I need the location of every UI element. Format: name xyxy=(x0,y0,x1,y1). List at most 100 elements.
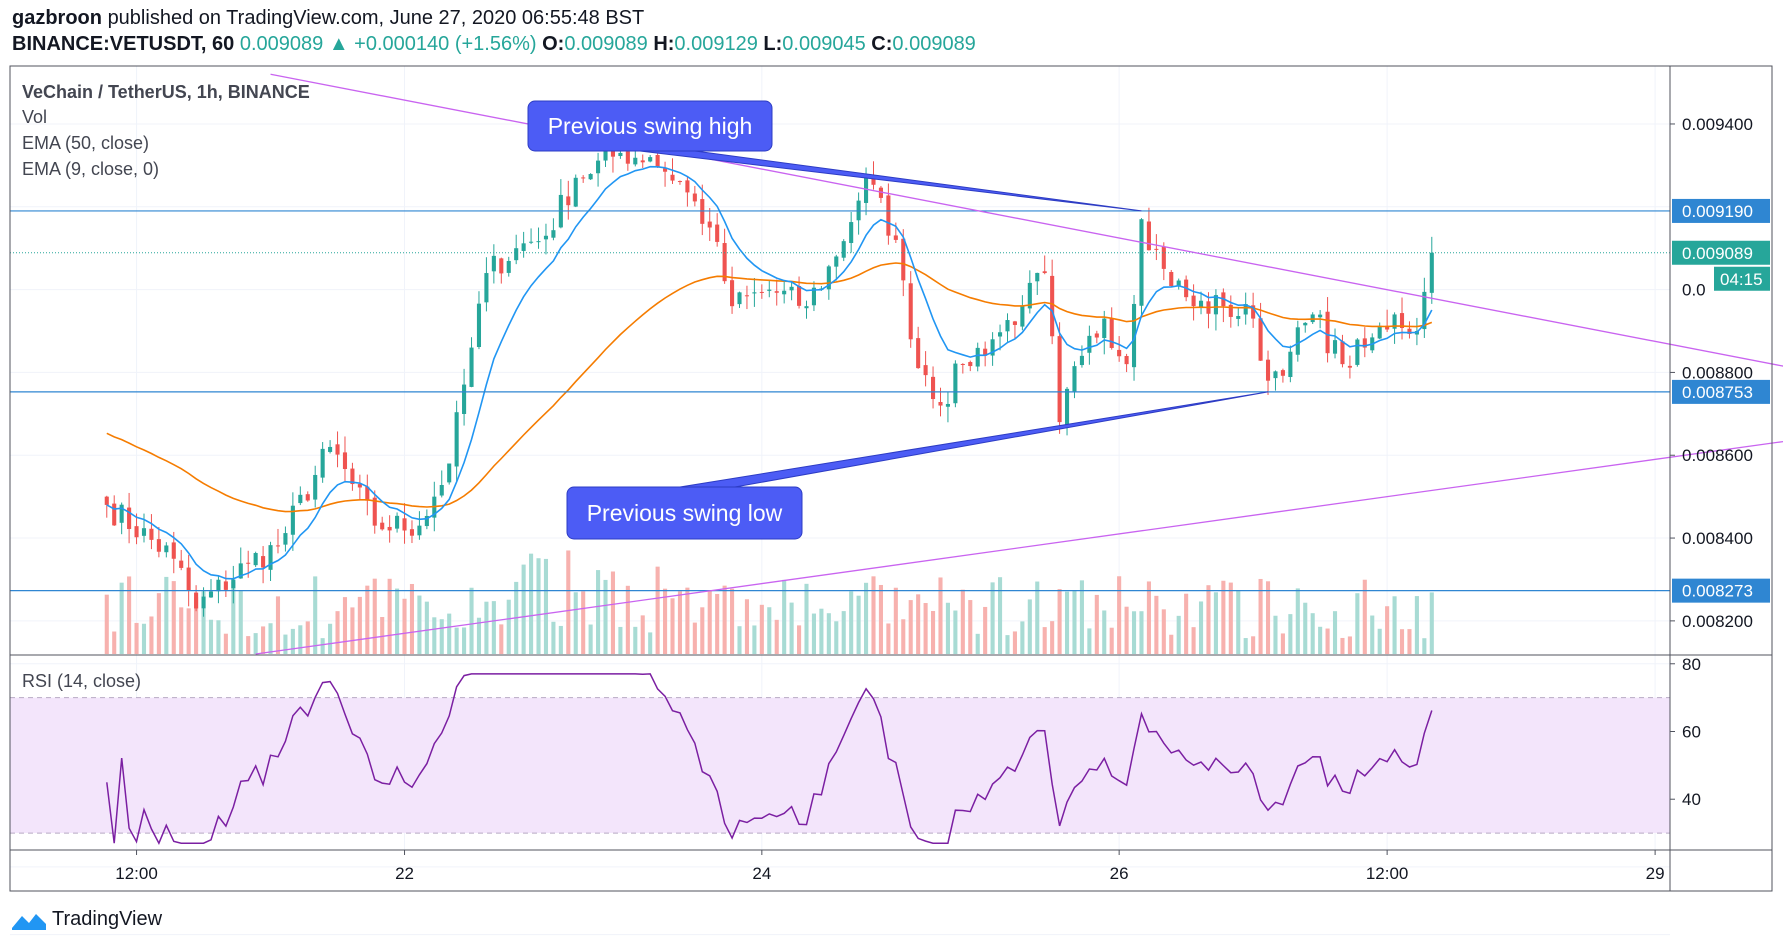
candle-body-84 xyxy=(730,280,735,307)
volume-bar-67 xyxy=(603,579,608,654)
candle-body-8 xyxy=(164,545,169,553)
up-arrow-icon: ▲ xyxy=(328,33,349,55)
candle-body-105 xyxy=(886,195,891,236)
candle-body-100 xyxy=(849,222,854,244)
volume-bar-120 xyxy=(997,577,1003,654)
open-label: O: xyxy=(542,33,565,55)
volume-bar-63 xyxy=(573,592,578,654)
callout-tail-0 xyxy=(639,150,1142,212)
volume-bar-30 xyxy=(328,623,333,654)
volume-bar-88 xyxy=(759,604,764,654)
volume-bar-60 xyxy=(551,621,556,654)
callout-text-swing-low: Previous swing low xyxy=(587,500,783,526)
volume-bar-16 xyxy=(223,633,228,654)
volume-bar-90 xyxy=(774,619,779,654)
volume-bar-21 xyxy=(261,626,266,654)
candle-body-38 xyxy=(387,526,392,531)
price-label-bg-2 xyxy=(1672,379,1770,404)
volume-bar-15 xyxy=(216,620,221,654)
volume-bar-174 xyxy=(1399,629,1405,654)
volume-bar-56 xyxy=(521,564,526,654)
legend-ema50: EMA (50, close) xyxy=(22,133,149,153)
candle-body-46 xyxy=(447,463,452,483)
volume-bar-45 xyxy=(439,619,444,654)
volume-bar-50 xyxy=(476,617,482,654)
trendline-1 xyxy=(255,440,1783,655)
candle-body-121 xyxy=(1005,320,1010,332)
candle-body-37 xyxy=(380,522,385,530)
volume-bar-84 xyxy=(730,588,735,654)
candle-body-165 xyxy=(1332,340,1338,354)
symbol-quote: BINANCE:VETUSDT, 60 0.009089 ▲ +0.000140… xyxy=(12,33,976,56)
volume-bar-144 xyxy=(1176,615,1181,654)
candle-body-10 xyxy=(179,560,184,568)
volume-bar-171 xyxy=(1377,628,1382,654)
callout-box-0 xyxy=(527,100,773,152)
volume-bar-70 xyxy=(625,585,630,654)
candle-body-102 xyxy=(864,177,869,203)
volume-bar-137 xyxy=(1124,606,1129,654)
legend-vol: Vol xyxy=(22,107,47,127)
volume-bar-76 xyxy=(670,598,675,654)
trendline-0 xyxy=(270,73,1783,367)
volume-bar-71 xyxy=(633,626,638,654)
candle-body-86 xyxy=(744,295,749,297)
candle-body-65 xyxy=(588,174,593,180)
volume-bar-32 xyxy=(342,597,348,654)
volume-bar-59 xyxy=(543,558,549,654)
volume-bar-52 xyxy=(491,601,496,654)
candle-body-16 xyxy=(223,581,228,590)
candle-body-164 xyxy=(1325,311,1330,354)
candle-body-133 xyxy=(1094,333,1099,338)
volume-bar-138 xyxy=(1131,611,1137,654)
candle-body-103 xyxy=(871,177,876,185)
candle-body-95 xyxy=(811,287,816,306)
volume-bar-0 xyxy=(104,594,109,654)
volume-bar-129 xyxy=(1064,591,1070,654)
candle-body-18 xyxy=(238,563,243,579)
volume-bar-77 xyxy=(677,591,683,654)
volume-bar-113 xyxy=(945,602,950,654)
volume-bar-47 xyxy=(454,627,459,654)
volume-bar-73 xyxy=(648,632,653,654)
price-tick-label-partial: 0.0 xyxy=(1682,281,1706,300)
last-price: 0.009089 xyxy=(239,33,324,55)
volume-bar-108 xyxy=(908,600,913,654)
close-label: C: xyxy=(871,33,893,55)
candle-body-158 xyxy=(1280,370,1285,376)
volume-bar-79 xyxy=(692,622,697,654)
volume-bar-49 xyxy=(469,587,474,654)
volume-bar-159 xyxy=(1288,614,1293,654)
volume-bar-48 xyxy=(462,627,467,654)
candle-body-172 xyxy=(1385,325,1390,330)
candle-body-9 xyxy=(171,542,176,559)
volume-bar-43 xyxy=(424,601,429,654)
volume-bar-170 xyxy=(1370,615,1375,654)
candle-body-64 xyxy=(581,177,586,179)
candle-body-131 xyxy=(1079,355,1084,366)
volume-bar-1 xyxy=(112,631,117,654)
candle-body-42 xyxy=(417,525,422,536)
candle-body-120 xyxy=(997,332,1003,337)
volume-bar-96 xyxy=(819,608,824,654)
volume-bar-165 xyxy=(1332,611,1338,654)
rsi-tick-label-0: 80 xyxy=(1682,655,1701,674)
volume-bar-10 xyxy=(179,607,184,654)
volume-bar-112 xyxy=(938,577,943,654)
candle-body-128 xyxy=(1057,336,1062,423)
volume-bar-74 xyxy=(655,566,660,654)
price-tick-label-1: 0.008800 xyxy=(1682,363,1753,382)
candle-body-34 xyxy=(357,484,362,488)
low-value: 0.009045 xyxy=(782,33,866,55)
candle-body-36 xyxy=(372,497,377,526)
candle-body-88 xyxy=(759,291,764,293)
volume-bar-149 xyxy=(1213,592,1218,654)
volume-bar-53 xyxy=(499,624,504,654)
candle-body-116 xyxy=(968,362,973,367)
candle-body-125 xyxy=(1035,272,1040,282)
author-name: gazbroon xyxy=(12,7,102,29)
footer-brand: TradingView xyxy=(12,908,162,931)
volume-bar-152 xyxy=(1236,590,1241,654)
volume-bar-115 xyxy=(960,589,965,654)
